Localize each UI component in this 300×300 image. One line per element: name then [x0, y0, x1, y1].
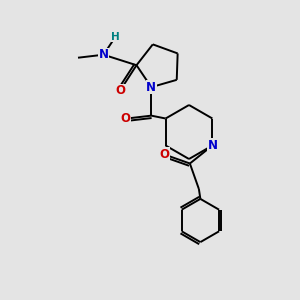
Text: O: O: [121, 112, 131, 125]
Text: H: H: [111, 32, 120, 42]
Text: N: N: [98, 48, 109, 61]
Text: O: O: [115, 84, 125, 97]
Text: N: N: [146, 81, 156, 94]
Text: N: N: [207, 139, 218, 152]
Text: O: O: [159, 148, 170, 161]
